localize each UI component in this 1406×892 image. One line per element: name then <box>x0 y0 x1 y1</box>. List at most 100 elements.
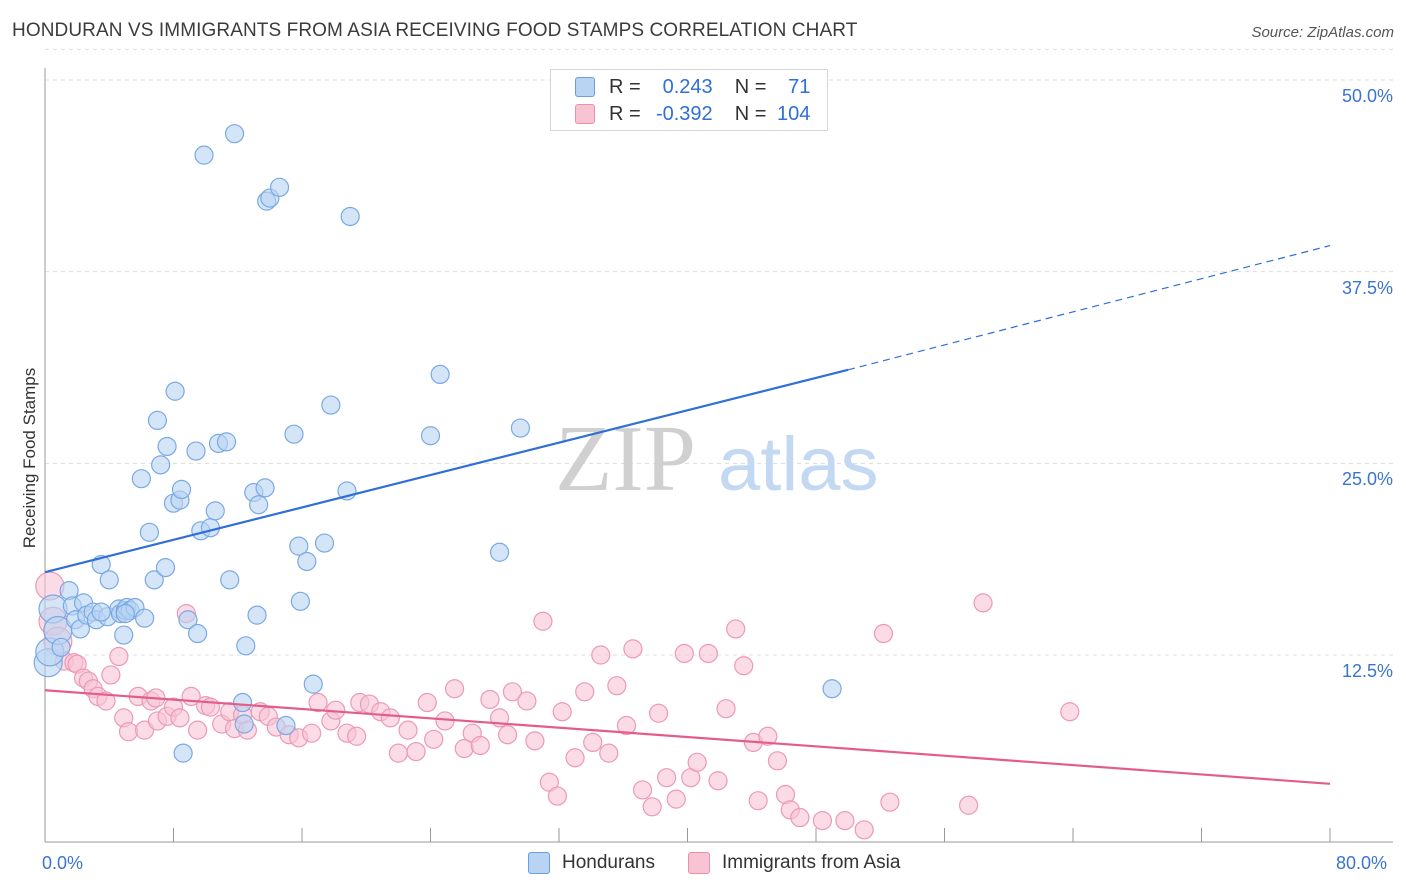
immigrants-point <box>583 732 603 753</box>
hondurans-point <box>290 591 310 611</box>
immigrants-point <box>109 646 129 667</box>
hondurans-point <box>510 418 531 438</box>
legend-n-value: 104 <box>777 102 811 125</box>
immigrants-point <box>406 741 426 762</box>
hondurans-point <box>157 436 177 457</box>
immigrants-point <box>632 780 653 800</box>
immigrants-point <box>575 682 595 702</box>
chart-title: HONDURAN VS IMMIGRANTS FROM ASIA RECEIVI… <box>12 20 858 41</box>
immigrants-point <box>170 708 190 728</box>
hondurans-point <box>247 605 267 625</box>
immigrants-point <box>674 643 694 664</box>
hondurans-point <box>249 495 269 515</box>
hondurans-point <box>134 608 155 628</box>
hondurans-point <box>234 714 254 734</box>
immigrants-point <box>666 789 686 809</box>
hondurans-point <box>236 636 256 656</box>
hondurans-point <box>297 551 317 572</box>
hondurans-point <box>144 570 164 590</box>
bottom-legend-immigrants-from-asia: Immigrants from Asia <box>688 852 900 874</box>
hondurans-point <box>289 536 309 556</box>
legend-swatch-pink <box>575 104 595 124</box>
immigrants-point <box>444 679 465 699</box>
immigrants-point <box>498 725 518 745</box>
hondurans-point <box>165 381 185 401</box>
legend-n-label: N = <box>734 75 767 98</box>
legend-row-immigrants-from-asia: R = -0.392 N = 104 <box>575 101 810 127</box>
immigrants-point <box>118 722 139 742</box>
legend-r-value: 0.243 <box>662 75 713 98</box>
hondurans-point <box>139 522 160 542</box>
immigrants-point <box>302 723 322 743</box>
immigrants-point <box>517 691 537 711</box>
immigrants-point <box>417 692 437 713</box>
hondurans-point <box>171 479 192 499</box>
y-tick-label-12-5: 12.5% <box>1341 661 1393 681</box>
immigrants-point <box>533 611 553 631</box>
immigrants-trend-line <box>44 689 1331 785</box>
gridlines <box>45 48 1393 656</box>
immigrants-point <box>607 676 627 696</box>
immigrants-point <box>591 645 611 665</box>
bottom-legend-swatch-blue <box>528 852 550 874</box>
watermark-zip: ZIP <box>555 407 696 511</box>
watermark: ZIP atlas <box>555 407 879 511</box>
immigrants-point <box>880 792 900 812</box>
legend-n-value: 71 <box>788 75 811 98</box>
hondurans-point <box>255 478 275 498</box>
hondurans-point <box>314 533 335 553</box>
y-tick-label-50: 50.0% <box>1341 86 1393 106</box>
immigrants-point <box>873 623 894 644</box>
immigrants-point <box>599 743 619 763</box>
x-tick-label-max: 80.0% <box>1336 853 1388 873</box>
hondurans-point <box>303 674 323 694</box>
source-label: Source: ZipAtlas.com <box>1251 24 1394 41</box>
hondurans-point <box>489 542 510 562</box>
immigrants-point <box>734 656 754 676</box>
immigrants-point <box>616 715 637 736</box>
hondurans-point <box>187 623 208 644</box>
hondurans-point <box>91 602 111 622</box>
immigrants-point <box>748 791 768 811</box>
hondurans-point <box>321 395 341 415</box>
immigrants-point <box>812 810 833 831</box>
hondurans-point <box>822 679 842 699</box>
immigrants-point <box>657 768 677 788</box>
immigrants-point <box>1060 702 1080 722</box>
hondurans-trend-extension <box>847 245 1331 371</box>
hondurans-point <box>276 715 296 736</box>
immigrants-point <box>687 752 707 772</box>
correlation-legend: R = 0.243 N = 71 R = -0.392 N = 104 <box>550 69 828 131</box>
hondurans-point <box>216 432 237 452</box>
immigrants-point <box>308 692 328 713</box>
immigrants-point <box>958 795 979 815</box>
hondurans-point <box>269 177 290 197</box>
hondurans-point <box>205 501 225 521</box>
hondurans-point <box>200 518 221 538</box>
series-immigrants-from-asia-points <box>35 571 1080 840</box>
immigrants-point <box>835 810 855 831</box>
legend-r-label: R = <box>609 102 641 125</box>
hondurans-point <box>420 426 441 446</box>
legend-swatch-blue <box>575 77 595 97</box>
hondurans-point <box>430 364 450 384</box>
bottom-legend-swatch-pink <box>688 852 710 874</box>
immigrants-point <box>716 699 736 719</box>
series-hondurans-points <box>33 124 842 763</box>
x-tick-label-min: 0.0% <box>42 853 84 873</box>
legend-r-value: -0.392 <box>655 102 713 125</box>
immigrants-point <box>187 720 208 740</box>
immigrants-point <box>547 786 567 806</box>
immigrants-point <box>854 820 874 840</box>
immigrants-point <box>398 720 418 740</box>
watermark-atlas: atlas <box>718 422 879 507</box>
hondurans-point <box>173 743 193 763</box>
bottom-legend-label-hondurans: Hondurans <box>562 852 655 873</box>
immigrants-point <box>388 743 408 763</box>
immigrants-point <box>623 639 643 659</box>
hondurans-point <box>232 692 253 713</box>
hondurans-point <box>220 570 240 590</box>
immigrants-point <box>96 691 116 711</box>
immigrants-point <box>708 771 728 791</box>
